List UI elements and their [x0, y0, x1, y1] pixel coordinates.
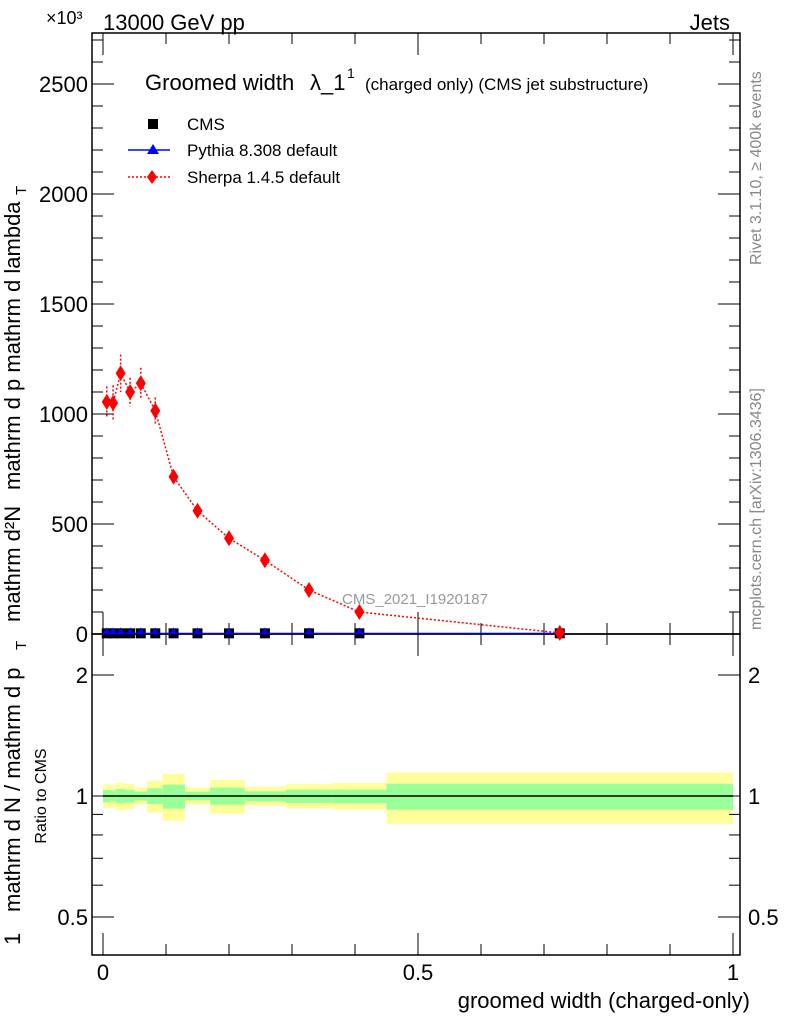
ratio-y-tick-label: 1	[76, 784, 88, 809]
ratio-y-tick-label-right: 1	[748, 784, 760, 809]
legend: CMS Pythia 8.308 default Sherpa 1.4.5 de…	[128, 115, 340, 187]
title-main: Groomed width	[145, 70, 294, 95]
sherpa-point	[101, 393, 112, 410]
plot-title: Groomed width λ_1 1 (charged only) (CMS …	[145, 65, 648, 95]
top-left-label: 13000 GeV pp	[103, 10, 245, 35]
ylabel-sub-1: T	[13, 641, 30, 650]
ylabel-den1: mathrm d N / mathrm d p	[0, 667, 25, 912]
pythia-point	[151, 627, 160, 635]
y-tick-label: 0	[76, 622, 88, 647]
ylabel-num2: mathrm d²N	[0, 506, 25, 622]
legend-sherpa-marker	[147, 170, 157, 184]
top-right-label: Jets	[690, 10, 730, 35]
y-tick-label: 1500	[39, 292, 88, 317]
rivet-label: Rivet 3.1.10, ≥ 400k events	[748, 71, 765, 265]
title-rest: (charged only) (CMS jet substructure)	[365, 75, 648, 94]
pythia-point	[116, 627, 125, 635]
sherpa-point	[168, 468, 179, 485]
sherpa-point	[224, 530, 234, 547]
y-tick-label: 1000	[39, 402, 88, 427]
legend-pythia: Pythia 8.308 default	[187, 141, 338, 160]
ratio-frame	[91, 633, 741, 956]
pythia-point	[355, 627, 364, 635]
ylabel-sub-2: T	[13, 186, 30, 195]
y-tick-label: 500	[51, 512, 88, 537]
pythia-point	[193, 627, 202, 635]
legend-pythia-marker	[147, 144, 159, 154]
axes: 0 500 1000 1500 2000 2500 0 0.5 1 0.5 1 2 0.5 1 2	[39, 32, 779, 985]
ratio-y-tick-label-right: 0.5	[748, 905, 779, 930]
sherpa-point	[259, 552, 270, 569]
ylabel-num1: 1	[0, 933, 25, 945]
sherpa-point	[108, 395, 119, 411]
x-tick-label: 0	[97, 960, 109, 985]
y-tick-label: 2500	[39, 72, 88, 97]
ratio-ylabel: Ratio to CMS	[33, 748, 50, 843]
sherpa-point	[135, 375, 146, 392]
exponent-label: ×10³	[46, 8, 83, 28]
sherpa-point	[554, 624, 565, 641]
x-tick-label: 1	[727, 960, 739, 985]
ratio-y-tick-label: 2	[76, 663, 88, 688]
ratio-y-tick-label: 0.5	[57, 905, 88, 930]
legend-sherpa: Sherpa 1.4.5 default	[187, 168, 340, 187]
legend-cms: CMS	[187, 115, 225, 134]
sherpa-point	[192, 502, 203, 519]
ylabel-den2: mathrm d p mathrm d lambda	[0, 201, 25, 490]
pythia-point	[260, 627, 269, 635]
x-tick-label: 0.5	[403, 960, 434, 985]
sherpa-point	[125, 384, 136, 400]
sherpa-line	[106, 371, 560, 634]
pythia-point	[136, 627, 145, 635]
pythia-point	[169, 627, 178, 635]
sherpa-point	[304, 582, 315, 598]
mcplots-label: mcplots.cern.ch [arXiv:1306.3436]	[748, 388, 765, 630]
data-marks	[101, 354, 565, 641]
title-lambda: λ_1	[310, 70, 345, 95]
sherpa-point	[354, 604, 365, 620]
sherpa-point	[150, 402, 161, 419]
sherpa-point	[115, 365, 126, 382]
y-axis-label-main: 1 mathrm d N / mathrm d p T mathrm d²N m…	[0, 186, 30, 945]
pythia-point	[109, 627, 118, 635]
pythia-point	[102, 627, 111, 635]
pythia-point	[126, 627, 135, 635]
y-tick-label: 2000	[39, 182, 88, 207]
title-sup: 1	[347, 65, 355, 81]
analysis-watermark: CMS_2021_I1920187	[342, 591, 488, 608]
pythia-point	[305, 627, 314, 635]
ratio-y-tick-label-right: 2	[748, 663, 760, 688]
ratio-uncertainty-bands	[103, 772, 733, 824]
legend-cms-marker	[148, 119, 158, 129]
pythia-point	[225, 627, 233, 635]
x-axis-label: groomed width (charged-only)	[458, 988, 750, 1013]
